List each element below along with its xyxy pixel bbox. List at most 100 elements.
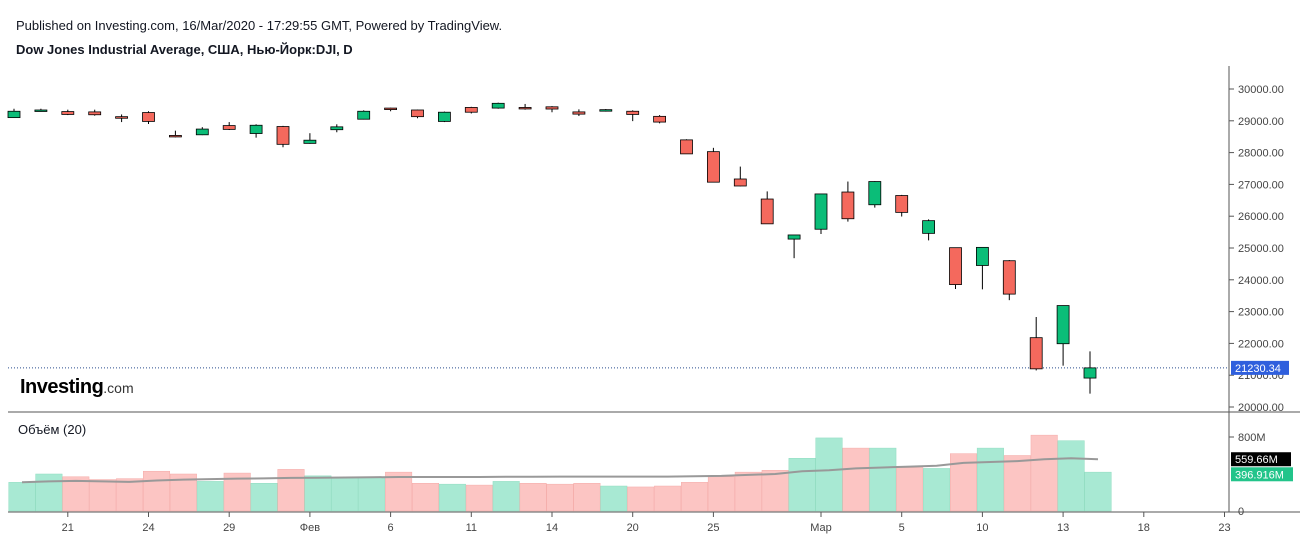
volume-bar [681,482,708,512]
last-price-badge [1231,360,1289,375]
volume-bar [761,470,789,512]
candle-down [760,191,774,225]
candle-body [303,139,317,144]
volume-bar [842,447,870,512]
candle-down [572,109,586,117]
candle-body [841,191,855,220]
volume-bar [896,467,924,512]
candle-up [330,124,344,133]
candle-body [895,195,909,213]
volume-bar [627,486,655,512]
candle-body [357,110,371,120]
time-tick-label: 21 [62,522,74,534]
candle-down [464,106,478,114]
price-tick-label: 29000.00 [1238,116,1284,128]
volume-zero-label: 0 [1238,506,1244,518]
candle-up [599,109,613,112]
time-tick-label: 29 [223,522,235,534]
candle-body [88,111,102,116]
time-tick-label: 13 [1057,522,1069,534]
volume-bar [519,483,547,512]
candle-body [222,125,236,130]
candle-body [168,135,182,138]
volume-bar [573,483,601,512]
candle-body [787,234,801,240]
price-tick-label: 20000.00 [1238,402,1284,414]
candle-body [142,112,155,122]
candle-up [1056,305,1070,366]
volume-ma-badge [1231,452,1291,467]
candle-down [276,125,290,148]
candle-up [922,219,935,241]
volume-bar [1084,471,1112,512]
candle-up [357,110,371,120]
candle-body [733,178,747,187]
candle-body [599,109,613,112]
volume-tick-label: 800M [1238,432,1266,444]
time-tick-label: 10 [976,522,988,534]
volume-bar [1030,434,1058,512]
volume-bar [89,479,117,512]
candle-body [680,139,693,155]
candle-down [168,130,182,138]
published-line: Published on Investing.com, 16/Mar/2020 … [16,18,503,33]
volume-bar [116,478,144,512]
candle-down [680,139,693,155]
volume-bar [8,482,36,512]
volume-bar [143,470,170,512]
candle-down [1002,260,1016,301]
volume-bar [62,476,90,512]
volume-bar [465,484,493,512]
volume-bar [492,481,520,512]
volume-bar [788,458,816,512]
candle-body [7,110,21,119]
candle-down [115,114,128,123]
candle-up [491,102,505,109]
candle-down [222,122,236,131]
time-tick-label: 20 [627,522,639,534]
candle-body [464,107,478,113]
candle-body [626,110,640,115]
investing-logo: Investing.com [20,376,134,399]
volume-bar [277,469,305,512]
candle-down [142,111,155,124]
candle-down [949,247,962,290]
volume-bar [385,471,413,512]
volume-last-value: 396.916M [1235,469,1284,481]
volume-bar [1057,440,1085,512]
time-tick-label: Мар [810,522,832,534]
volume-bar [331,477,359,512]
last-price-label: 21230.34 [1235,363,1281,375]
price-tick-label: 26000.00 [1238,211,1284,223]
price-tick-label: 27000.00 [1238,179,1284,191]
candle-down [518,103,532,110]
candle-body [61,111,75,115]
volume-bar [600,485,628,512]
candle-body [545,106,559,110]
candle-down [895,194,909,217]
candle-body [976,246,989,266]
price-tick-label: 30000.00 [1238,84,1284,96]
volume-bar [734,471,762,512]
candle-down [411,109,424,119]
candle-body [1002,260,1016,295]
candle-down [88,109,102,116]
time-tick-label: 14 [546,522,558,534]
volume-ma-line [21,457,1099,484]
volume-bar [196,481,224,512]
candle-down [545,106,559,113]
candle-down [1029,317,1043,371]
candle-body [707,151,720,183]
volume-bar [358,477,386,512]
time-tick-label: 11 [466,522,477,534]
volume-bar [654,485,682,512]
candle-down [653,115,666,124]
time-tick-label: 23 [1218,522,1230,534]
candle-body [491,102,505,109]
candle-up [976,246,989,290]
candle-up [787,234,801,259]
symbol-title: Dow Jones Industrial Average, США, Нью-Й… [16,42,353,57]
price-tick-label: 22000.00 [1238,338,1284,350]
candle-body [1029,337,1043,370]
